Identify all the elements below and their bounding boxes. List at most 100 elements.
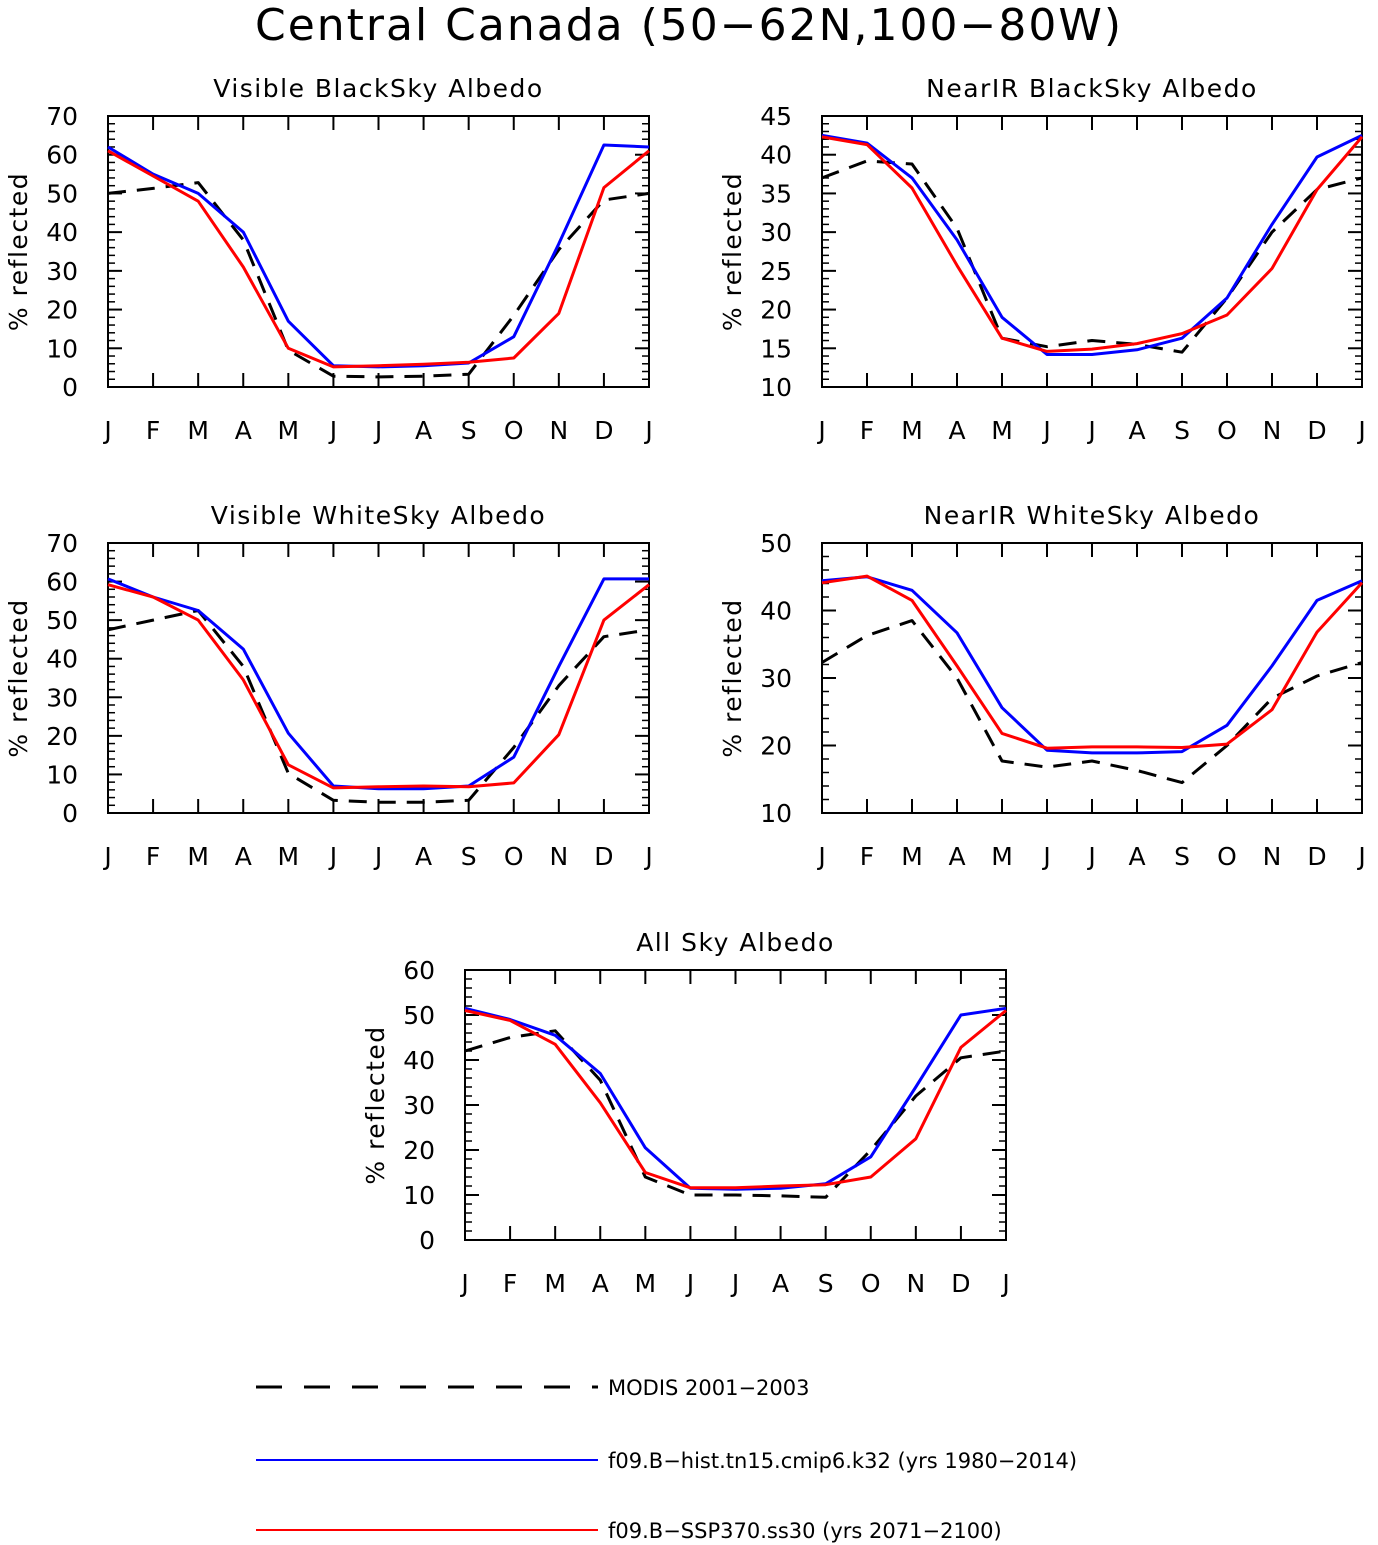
- y-axis-label: % reflected: [4, 598, 33, 757]
- x-tick-label: N: [549, 416, 568, 445]
- legend: MODIS 2001−2003 f09.B−hist.tn15.cmip6.k32…: [256, 1376, 1077, 1543]
- x-tick-label: D: [594, 842, 613, 871]
- legend-label: MODIS 2001−2003: [608, 1376, 810, 1400]
- x-tick-label: N: [549, 842, 568, 871]
- series-line: [821, 574, 1364, 750]
- x-tick-label: O: [1217, 416, 1237, 445]
- x-tick-label: S: [461, 842, 477, 871]
- x-tick-label: A: [948, 416, 965, 445]
- y-tick-label: 10: [403, 1181, 435, 1210]
- x-tick-label: S: [1174, 842, 1190, 871]
- x-tick-label: J: [816, 416, 825, 445]
- x-tick-label: J: [1086, 842, 1095, 871]
- series-line: [464, 1006, 1007, 1191]
- y-tick-label: 40: [760, 597, 792, 626]
- x-tick-label: M: [635, 1269, 657, 1298]
- x-tick-label: A: [1128, 842, 1145, 871]
- x-tick-label: F: [860, 416, 874, 445]
- y-axis-label: % reflected: [361, 1025, 390, 1184]
- x-tick-label: J: [373, 842, 382, 871]
- y-tick-label: 50: [46, 179, 78, 208]
- x-tick-label: O: [1217, 842, 1237, 871]
- y-tick-label: 60: [403, 956, 435, 985]
- x-tick-label: N: [1263, 842, 1282, 871]
- series-line: [821, 159, 1363, 354]
- series-line: [821, 133, 1363, 356]
- chart-title: NearIR WhiteSky Albedo: [924, 501, 1261, 530]
- x-tick-label: M: [901, 416, 923, 445]
- chart-title: Visible BlackSky Albedo: [213, 74, 543, 103]
- y-tick-label: 50: [403, 1001, 435, 1030]
- x-tick-label: F: [146, 842, 160, 871]
- series-line: [821, 619, 1363, 785]
- y-tick-label: 50: [46, 606, 78, 635]
- x-tick-label: D: [594, 416, 613, 445]
- y-tick-label: 60: [46, 568, 78, 597]
- x-tick-label: M: [278, 842, 300, 871]
- x-tick-label: M: [187, 416, 209, 445]
- legend-label: f09.B−hist.tn15.cmip6.k32 (yrs 1980−2014…: [608, 1449, 1077, 1473]
- y-tick-label: 20: [46, 296, 78, 325]
- series-line: [107, 609, 650, 804]
- x-tick-label: S: [461, 416, 477, 445]
- x-tick-label: N: [1263, 416, 1282, 445]
- x-tick-label: J: [102, 842, 111, 871]
- y-tick-label: 30: [46, 257, 78, 286]
- y-tick-label: 10: [46, 760, 78, 789]
- y-tick-label: 60: [46, 141, 78, 170]
- page-title: Central Canada (50−62N,100−80W): [254, 0, 1124, 51]
- x-tick-label: J: [102, 416, 111, 445]
- y-tick-label: 0: [62, 799, 78, 828]
- x-tick-label: J: [1000, 1269, 1009, 1298]
- plot-frame: [107, 115, 650, 388]
- x-tick-label: J: [1041, 416, 1050, 445]
- y-tick-label: 30: [760, 218, 792, 247]
- x-tick-label: D: [951, 1269, 970, 1298]
- x-tick-label: F: [503, 1269, 517, 1298]
- y-tick-label: 70: [46, 102, 78, 131]
- y-tick-label: 40: [403, 1046, 435, 1075]
- y-tick-label: 25: [760, 257, 792, 286]
- y-tick-label: 45: [760, 102, 792, 131]
- x-tick-label: J: [328, 842, 337, 871]
- y-tick-label: 70: [46, 529, 78, 558]
- series-line: [107, 577, 649, 791]
- x-tick-label: J: [1041, 842, 1050, 871]
- series-line: [464, 1009, 1007, 1190]
- x-tick-label: J: [459, 1269, 468, 1298]
- y-tick-label: 10: [760, 799, 792, 828]
- series-line: [107, 143, 650, 369]
- x-tick-label: M: [278, 416, 300, 445]
- x-tick-label: A: [235, 842, 252, 871]
- x-tick-label: J: [643, 842, 652, 871]
- x-tick-label: S: [1174, 416, 1190, 445]
- y-axis-label: % reflected: [4, 172, 33, 331]
- x-tick-label: A: [415, 842, 432, 871]
- x-tick-label: A: [592, 1269, 609, 1298]
- x-tick-label: J: [328, 416, 337, 445]
- x-tick-label: A: [235, 416, 252, 445]
- y-tick-label: 40: [760, 141, 792, 170]
- plot-frame: [821, 542, 1363, 814]
- y-tick-label: 30: [46, 683, 78, 712]
- y-tick-label: 10: [46, 334, 78, 363]
- y-tick-label: 40: [46, 218, 78, 247]
- y-tick-label: 30: [760, 664, 792, 693]
- series-line: [107, 181, 650, 379]
- x-tick-label: M: [991, 416, 1013, 445]
- x-tick-label: J: [1086, 416, 1095, 445]
- x-tick-label: J: [1356, 842, 1365, 871]
- series-line: [107, 583, 650, 790]
- y-tick-label: 10: [760, 373, 792, 402]
- y-tick-label: 0: [62, 373, 78, 402]
- x-tick-label: A: [948, 842, 965, 871]
- x-tick-label: J: [1356, 416, 1365, 445]
- y-tick-label: 20: [760, 732, 792, 761]
- y-tick-label: 40: [46, 645, 78, 674]
- x-tick-label: S: [818, 1269, 834, 1298]
